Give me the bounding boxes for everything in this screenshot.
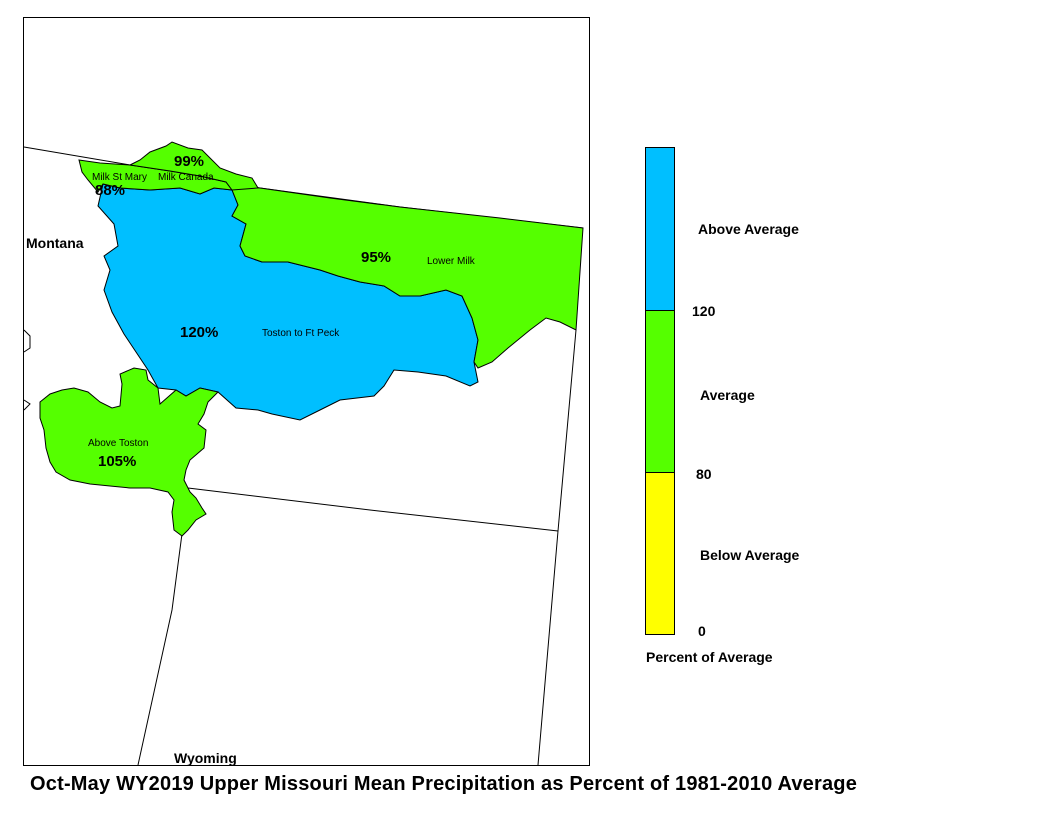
basin-above-toston[interactable] bbox=[39, 367, 219, 537]
legend-break-label: 80 bbox=[696, 466, 712, 482]
state-label-wyoming: Wyoming bbox=[174, 750, 237, 766]
map-title: Oct-May WY2019 Upper Missouri Mean Preci… bbox=[30, 773, 858, 795]
legend-class-label: Below Average bbox=[700, 547, 800, 563]
legend-swatch-average bbox=[645, 310, 675, 473]
legend-swatch-below-average bbox=[645, 472, 675, 635]
idaho-notch-line bbox=[23, 329, 31, 353]
basin-percent-label: 88% bbox=[95, 182, 125, 199]
legend-color-bar bbox=[645, 147, 675, 635]
legend-class-label: Average bbox=[700, 387, 755, 403]
basin-percent-label: 95% bbox=[361, 249, 391, 266]
basin-percent-label: 120% bbox=[180, 324, 218, 341]
legend-swatch-above-average bbox=[645, 147, 675, 311]
wyoming-north-border-line bbox=[187, 487, 559, 532]
basin-name-label: Milk Canada bbox=[158, 172, 214, 183]
basin-name-label: Above Toston bbox=[88, 438, 148, 449]
state-label-montana: Montana bbox=[26, 235, 84, 251]
legend-break-label: 120 bbox=[692, 303, 716, 319]
dakota-border-line bbox=[537, 329, 577, 766]
idaho-notch-line-2 bbox=[23, 399, 31, 411]
basin-lower-milk[interactable] bbox=[224, 185, 584, 369]
basin-name-label: Milk St Mary bbox=[92, 172, 147, 183]
basin-name-label: Lower Milk bbox=[427, 256, 476, 267]
legend-break-label: 0 bbox=[698, 623, 706, 639]
basin-milk-canada[interactable] bbox=[128, 141, 259, 191]
legend-class-label: Above Average bbox=[698, 221, 799, 237]
legend-title: Percent of Average bbox=[646, 649, 773, 665]
basin-percent-label: 105% bbox=[98, 453, 136, 470]
basin-percent-label: 99% bbox=[174, 153, 204, 170]
basin-name-label: Toston to Ft Peck bbox=[262, 328, 340, 339]
